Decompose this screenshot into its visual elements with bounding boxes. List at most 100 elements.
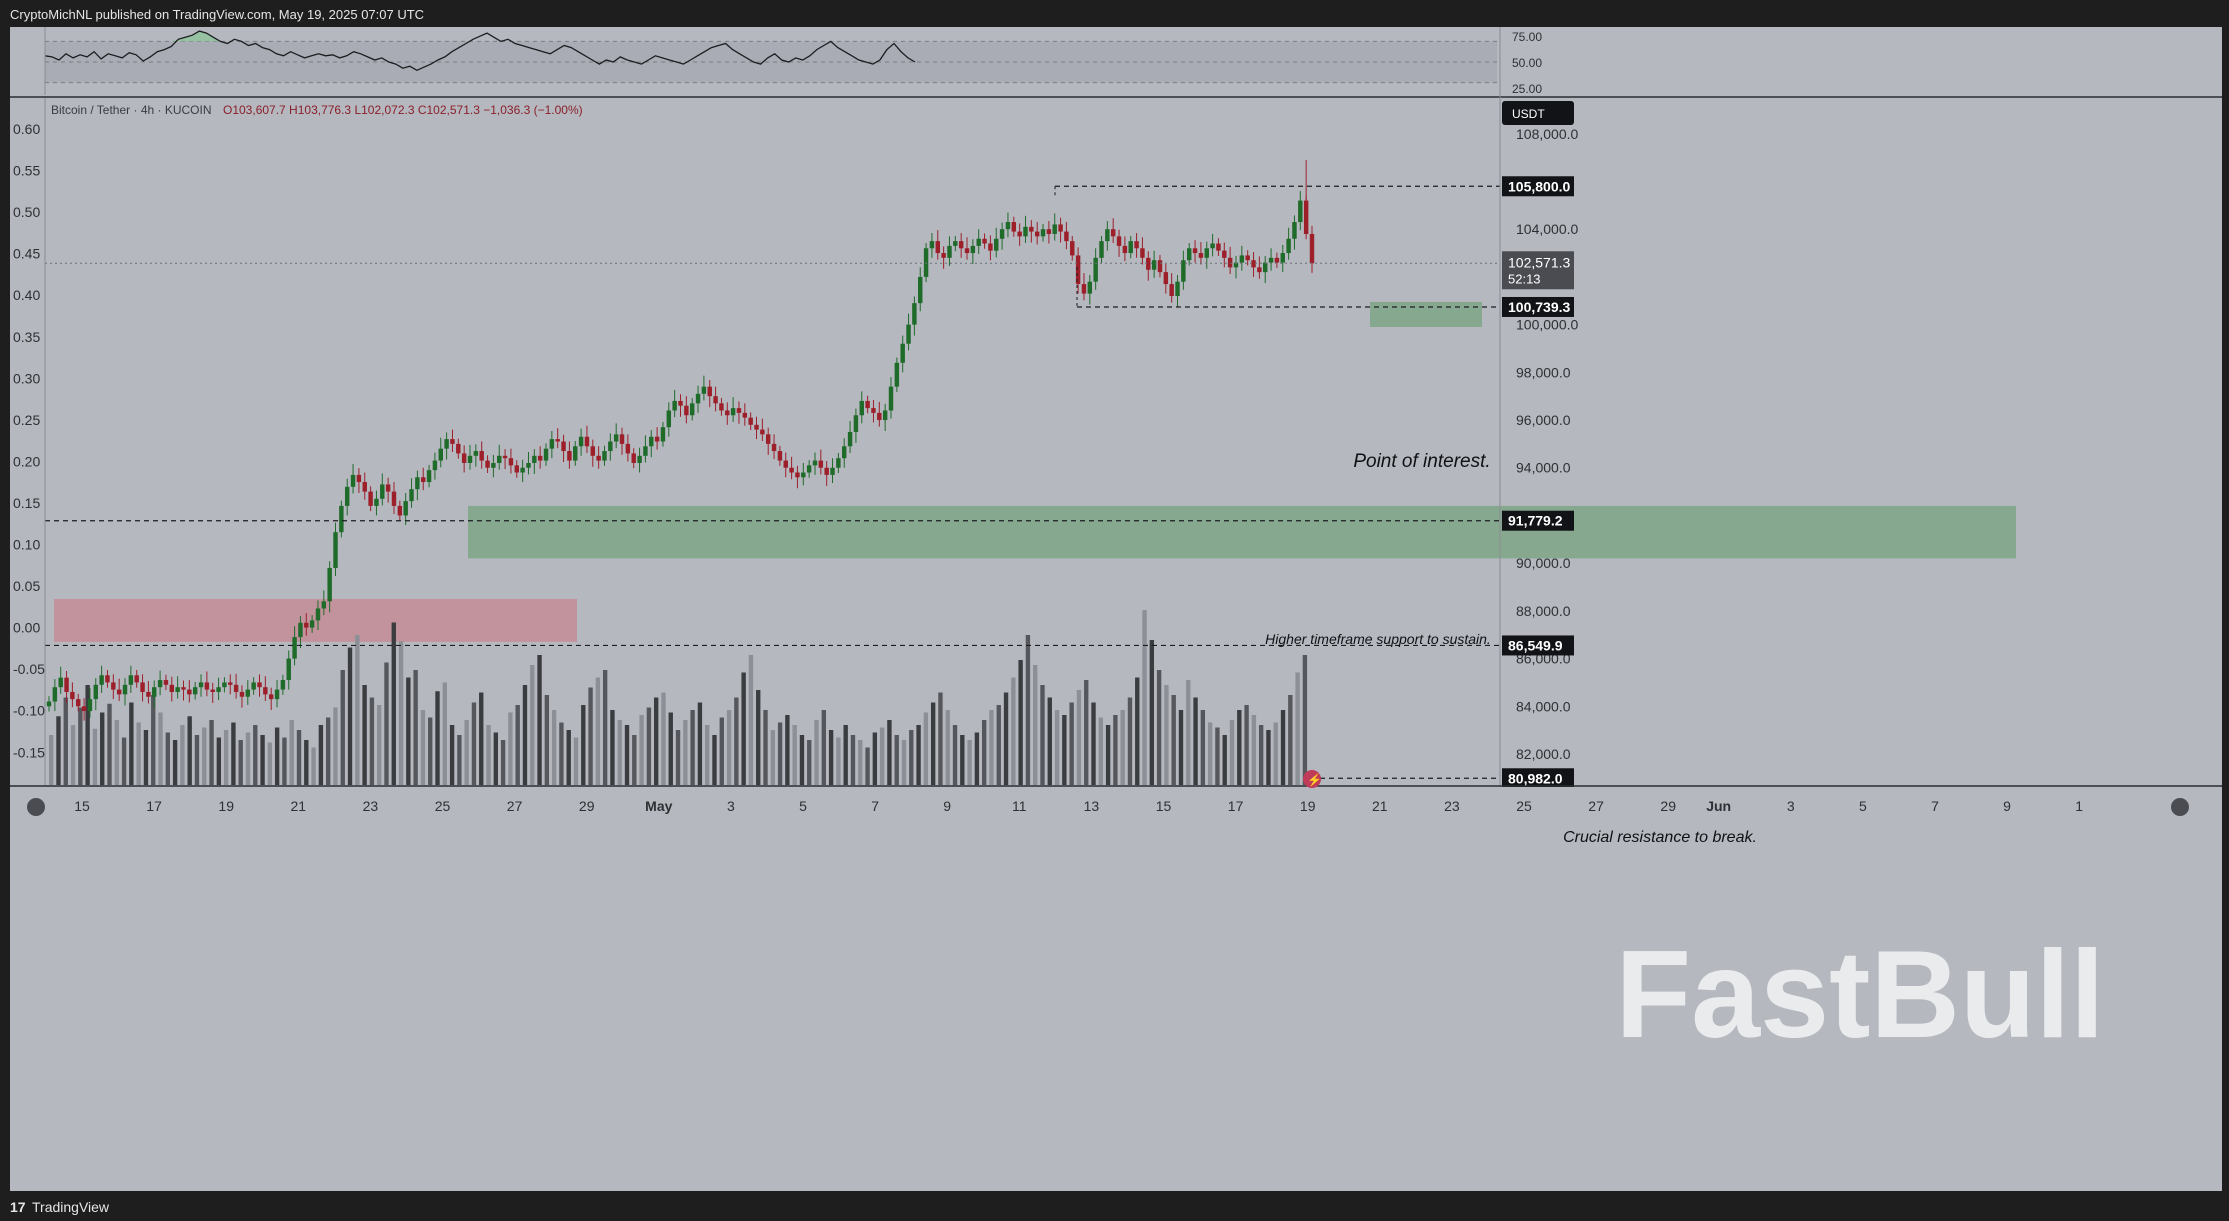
- candle-body: [1122, 245, 1128, 254]
- volume-bar: [245, 732, 251, 785]
- candle-body: [771, 443, 777, 452]
- volume-bar: [223, 730, 229, 785]
- candle-body: [1204, 248, 1209, 258]
- volume-bar: [843, 725, 848, 785]
- price-label-box: [1502, 768, 1574, 789]
- candle-body: [1251, 260, 1256, 268]
- candle-body: [760, 429, 765, 435]
- left-scale-label: 0.35: [13, 329, 40, 345]
- volume-bar: [362, 685, 367, 785]
- candle-body: [906, 324, 911, 344]
- candle-body: [1110, 229, 1116, 237]
- candle-body: [1298, 200, 1303, 223]
- candle-body: [1210, 243, 1215, 249]
- date-tick-label: 5: [799, 798, 807, 814]
- volume-bar: [770, 730, 775, 785]
- volume-bar: [1237, 710, 1242, 785]
- candle-body: [701, 386, 707, 394]
- candle-body: [783, 460, 788, 468]
- volume-bar: [49, 735, 54, 785]
- volume-bar: [1054, 710, 1060, 785]
- candle-body: [970, 245, 976, 254]
- volume-bar: [85, 685, 90, 785]
- candle-body: [175, 687, 180, 692]
- volume-bar: [960, 735, 965, 785]
- candle-body: [239, 691, 245, 697]
- volume-bar: [114, 720, 119, 785]
- volume-bar: [1113, 715, 1118, 785]
- date-tick-label: 3: [1787, 798, 1795, 814]
- volume-bar: [632, 735, 637, 785]
- tradingview-logo-icon[interactable]: 17: [10, 1199, 26, 1215]
- candle-body: [140, 682, 145, 692]
- volume-bar: [1302, 655, 1308, 785]
- volume-bar: [1091, 702, 1096, 785]
- price-label-box: [1502, 296, 1574, 317]
- candle-body: [637, 455, 642, 463]
- date-tick-label: 7: [1931, 798, 1939, 814]
- volume-bar: [442, 682, 447, 785]
- countdown-text: 52:13: [1508, 271, 1541, 286]
- date-tick-label: 9: [2003, 798, 2011, 814]
- candle-body: [695, 393, 701, 404]
- candle-body: [567, 451, 572, 461]
- candle-body: [1286, 238, 1291, 254]
- volume-bar: [413, 670, 418, 785]
- volume-bar: [551, 710, 557, 785]
- left-scale-label: 0.25: [13, 412, 40, 428]
- volume-bar: [1149, 640, 1155, 785]
- volume-bar: [187, 716, 192, 785]
- candle-body: [368, 491, 373, 506]
- left-scale-label: 0.05: [13, 578, 40, 594]
- oscillator-overbought-fill: [164, 31, 228, 42]
- candle-body: [1128, 241, 1133, 254]
- price-tick-label: 88,000.0: [1516, 603, 1571, 619]
- candle-body: [187, 689, 192, 695]
- candle-body: [1163, 272, 1169, 285]
- volume-bar: [1229, 720, 1235, 785]
- candle-body: [526, 462, 531, 468]
- volume-bar: [675, 730, 681, 785]
- volume-bar: [1273, 722, 1278, 785]
- candle-body: [1222, 250, 1227, 258]
- candle-body: [385, 484, 391, 492]
- chart-svg[interactable]: 75.0050.0025.000.600.550.500.450.400.350…: [10, 27, 2222, 1191]
- candle-body: [1233, 262, 1239, 268]
- price-label-text: 105,800.0: [1508, 178, 1570, 194]
- candle-body: [877, 412, 882, 421]
- candle-body: [356, 474, 362, 483]
- volume-bar: [486, 725, 491, 785]
- volume-bar: [1258, 725, 1264, 785]
- volume-bar: [996, 705, 1001, 785]
- candle-body: [1186, 248, 1192, 261]
- candle-body: [473, 451, 479, 456]
- volume-bar: [1186, 680, 1191, 785]
- candle-body: [327, 567, 332, 602]
- price-label-box: [1502, 176, 1574, 197]
- volume-bar: [391, 622, 396, 785]
- volume-bar: [1156, 670, 1162, 785]
- candle-body: [210, 689, 215, 692]
- footer-brand[interactable]: TradingView: [32, 1199, 110, 1215]
- volume-bar: [573, 737, 579, 785]
- candle-body: [128, 675, 134, 685]
- candle-body: [1151, 260, 1157, 270]
- volume-bar: [172, 740, 178, 785]
- candle-body: [64, 677, 69, 692]
- date-tick-label: 17: [146, 798, 162, 814]
- candle-body: [730, 408, 736, 416]
- candle-body: [81, 706, 87, 712]
- annotation-text: Crucial resistance to break.: [1563, 829, 1757, 846]
- volume-bar: [267, 742, 273, 785]
- candle-body: [742, 412, 748, 418]
- candle-body: [1239, 255, 1245, 263]
- volume-bar: [253, 725, 258, 785]
- candle-body: [1017, 231, 1022, 237]
- candle-body: [467, 455, 473, 463]
- volume-bar: [617, 720, 622, 785]
- date-tick-label: 23: [1444, 798, 1460, 814]
- candle-body: [362, 482, 367, 492]
- candle-body: [1146, 257, 1151, 270]
- volume-bar: [1098, 717, 1103, 785]
- candle-body: [666, 410, 672, 428]
